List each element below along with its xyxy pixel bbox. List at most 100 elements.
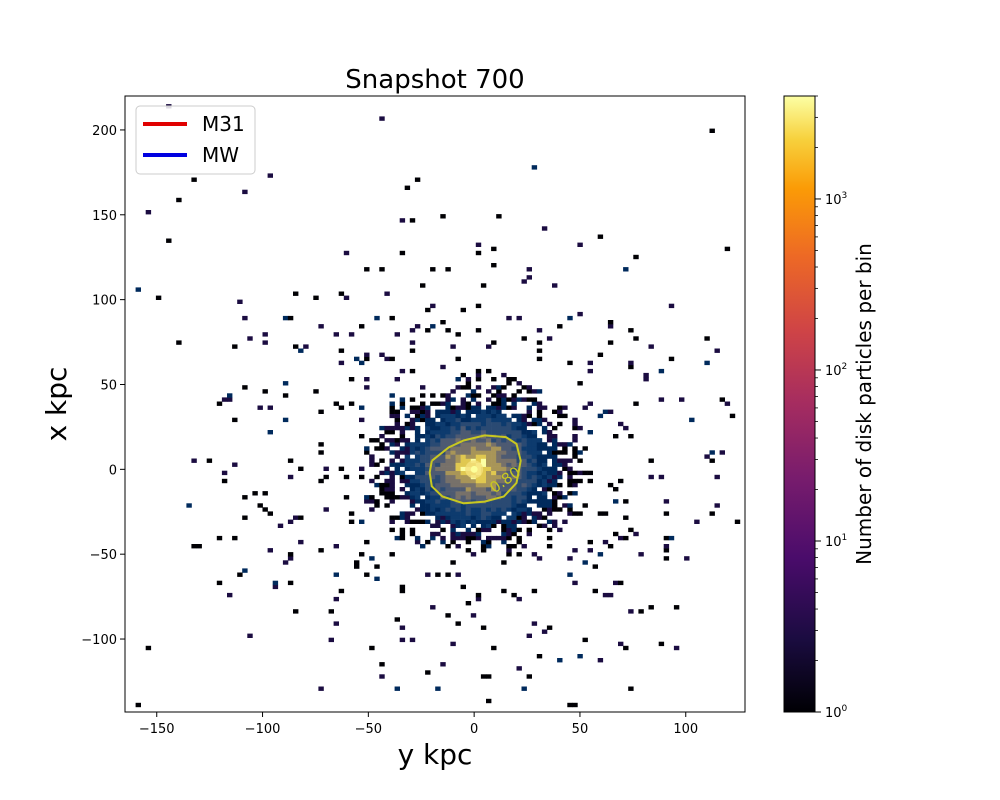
heatmap-cell: [445, 478, 451, 484]
heatmap-cell: [623, 645, 629, 651]
heatmap-cell: [526, 507, 532, 512]
heatmap-cell: [394, 450, 400, 455]
heatmap-cell: [450, 507, 456, 512]
heatmap-cell: [430, 430, 436, 435]
heatmap-cell: [536, 450, 543, 455]
heatmap-cell: [628, 609, 634, 614]
heatmap-cell: [420, 474, 426, 480]
heatmap-cell: [460, 405, 466, 410]
heatmap-cell: [465, 519, 472, 524]
heatmap-cell: [399, 531, 406, 537]
heatmap-cell: [668, 303, 675, 309]
x-tick-label: 50: [572, 722, 589, 737]
heatmap-cell: [460, 446, 466, 451]
heatmap-cell: [531, 421, 538, 427]
heatmap-cell: [287, 315, 294, 321]
heatmap-cell: [516, 491, 522, 496]
heatmap-cell: [480, 417, 487, 423]
heatmap-cell: [414, 454, 421, 459]
heatmap-cell: [526, 454, 532, 459]
heatmap-cell: [191, 177, 197, 182]
heatmap-cell: [460, 511, 466, 516]
heatmap-cell: [420, 450, 426, 455]
heatmap-cell: [409, 340, 416, 345]
heatmap-cell: [567, 572, 573, 577]
heatmap-cell: [272, 584, 279, 590]
heatmap-cell: [470, 519, 477, 524]
heatmap-cell: [409, 450, 416, 455]
heatmap-cell: [496, 515, 502, 520]
heatmap-cell: [511, 405, 517, 410]
heatmap-cell: [501, 397, 507, 402]
heatmap-cell: [445, 519, 451, 524]
heatmap-cell: [475, 421, 482, 427]
heatmap-cell: [511, 470, 517, 476]
heatmap-cell: [430, 535, 436, 541]
heatmap-cell: [409, 478, 416, 484]
heatmap-cell: [516, 515, 522, 520]
heatmap-cell: [491, 535, 497, 541]
heatmap-cell: [521, 482, 527, 488]
heatmap-cell: [526, 462, 532, 467]
heatmap-cell: [526, 458, 532, 463]
heatmap-cell: [516, 539, 522, 545]
heatmap-cell: [389, 458, 395, 463]
heatmap-cell: [455, 519, 461, 524]
heatmap-cell: [475, 458, 482, 463]
heatmap-cell: [486, 491, 492, 496]
heatmap-cell: [511, 450, 517, 455]
heatmap-cell: [425, 458, 431, 463]
heatmap-cell: [536, 466, 543, 471]
heatmap-cell: [460, 535, 466, 541]
heatmap-cell: [455, 417, 461, 423]
heatmap-cell: [465, 535, 472, 541]
heatmap-cell: [496, 417, 502, 423]
heatmap-cell: [455, 356, 461, 362]
heatmap-cell: [430, 466, 436, 471]
heatmap-cell: [420, 466, 426, 471]
heatmap-cell: [567, 315, 573, 321]
heatmap-cell: [552, 434, 558, 439]
heatmap-cell: [470, 393, 477, 398]
heatmap-cell: [521, 474, 527, 480]
heatmap-cell: [536, 442, 543, 447]
heatmap-cell: [521, 519, 527, 524]
heatmap-cell: [379, 434, 385, 439]
heatmap-cell: [709, 458, 715, 463]
heatmap-cell: [414, 474, 421, 480]
heatmap-cell: [389, 474, 395, 480]
heatmap-cell: [364, 385, 370, 390]
heatmap-cell: [440, 527, 446, 533]
heatmap-cell: [648, 474, 654, 480]
heatmap-cell: [491, 401, 497, 406]
heatmap-cell: [389, 413, 395, 419]
heatmap-cell: [557, 462, 563, 467]
heatmap-cell: [420, 470, 426, 476]
heatmap-cell: [445, 503, 451, 508]
heatmap-cell: [420, 482, 426, 488]
heatmap-cell: [597, 352, 604, 357]
heatmap-cell: [440, 434, 446, 439]
heatmap-cell: [227, 393, 233, 398]
heatmap-cell: [338, 348, 345, 353]
heatmap-cell: [541, 478, 548, 484]
heatmap-cell: [511, 531, 517, 537]
heatmap-cell: [465, 458, 472, 463]
heatmap-cell: [420, 385, 426, 390]
heatmap-cell: [582, 637, 588, 643]
heatmap-cell: [541, 495, 548, 500]
heatmap-cell: [577, 470, 583, 476]
heatmap-cell: [318, 686, 324, 691]
heatmap-cell: [552, 458, 558, 463]
colorbar-tick-label: 101: [825, 533, 847, 550]
heatmap-cell: [450, 421, 456, 427]
heatmap-cell: [552, 425, 558, 431]
heatmap-cell: [282, 381, 289, 386]
heatmap-cell: [470, 503, 477, 508]
heatmap-cell: [389, 478, 395, 484]
heatmap-cell: [521, 686, 527, 691]
heatmap-cell: [531, 470, 538, 476]
heatmap-cell: [516, 487, 522, 492]
heatmap-cell: [460, 401, 466, 406]
heatmap-cell: [496, 454, 502, 459]
